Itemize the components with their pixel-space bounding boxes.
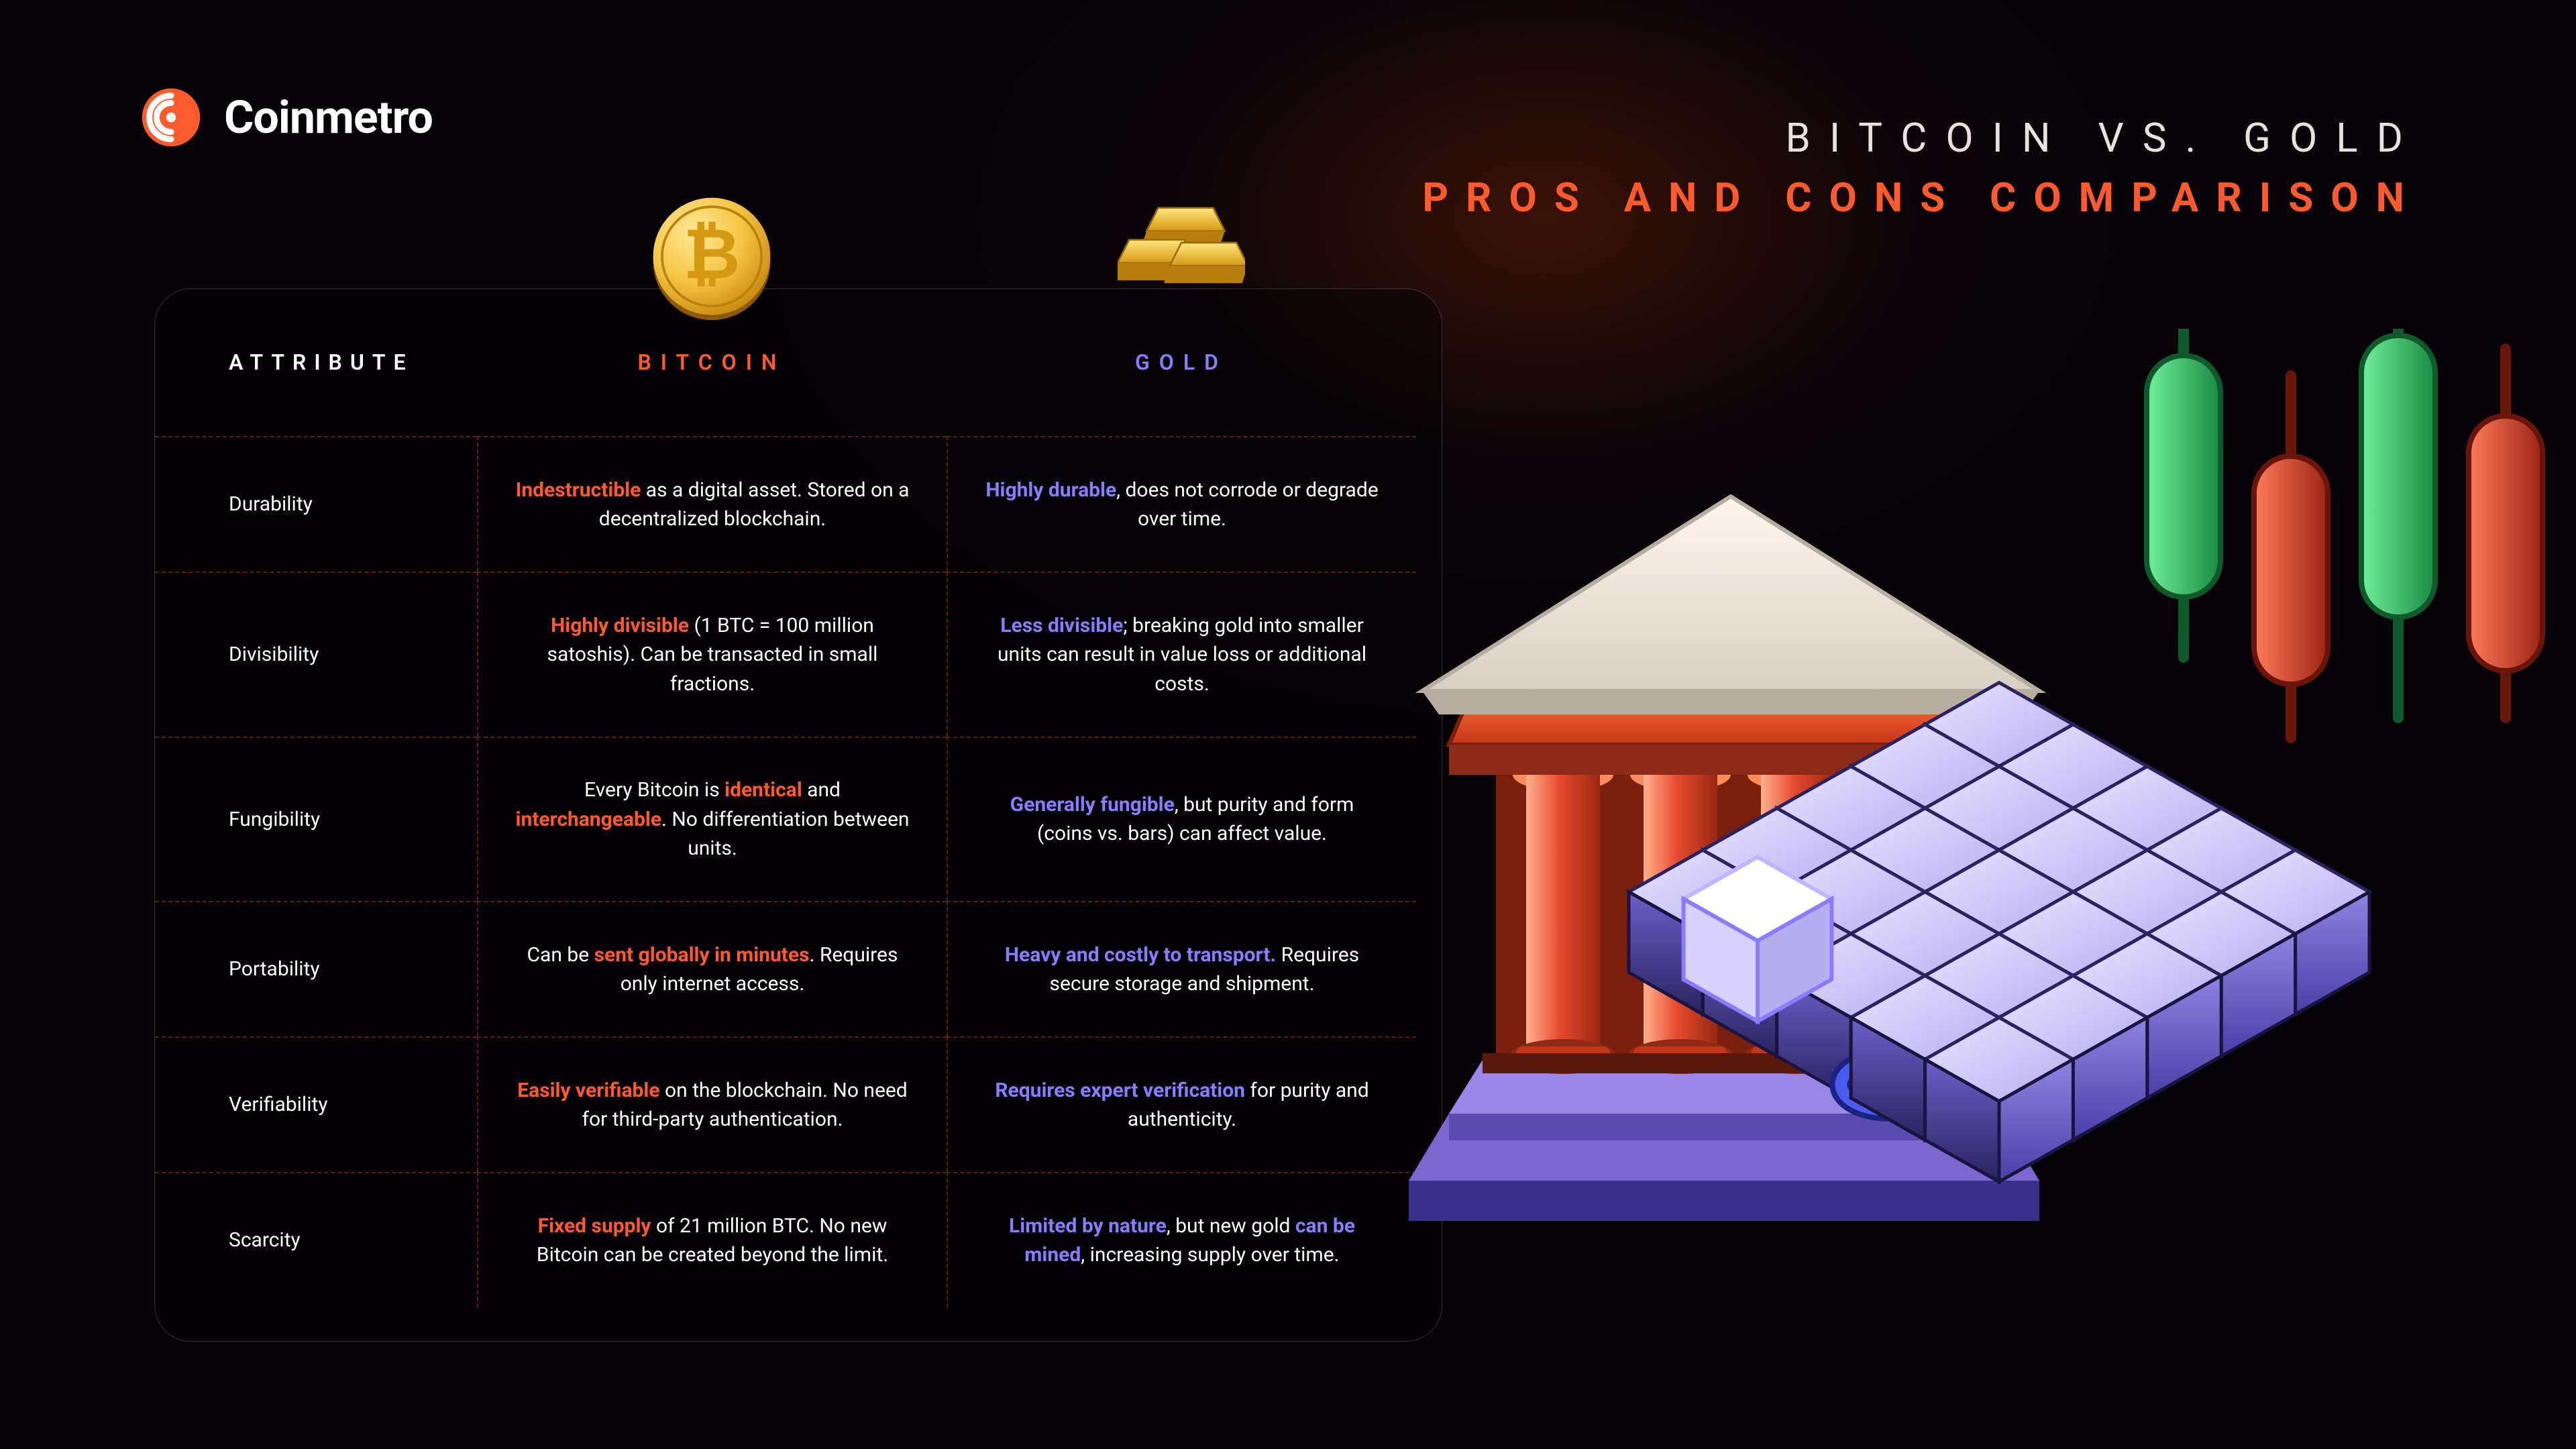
column-header-attribute: ATTRIBUTE — [155, 350, 477, 436]
bitcoin-cell: Indestructible as a digital asset. Store… — [477, 436, 947, 572]
attribute-cell: Divisibility — [155, 572, 477, 737]
comparison-card: ₿ ATTRIBUTE BITCOIN GOLD Durabilit — [154, 288, 1442, 1342]
hero-illustration — [1382, 329, 2549, 1389]
attribute-cell: Scarcity — [155, 1172, 477, 1307]
title-line-1: BITCOIN VS. GOLD — [1422, 114, 2422, 162]
bitcoin-cell: Every Bitcoin is identical and interchan… — [477, 737, 947, 902]
bitcoin-cell: Can be sent globally in minutes. Require… — [477, 901, 947, 1036]
title-line-2: PROS AND CONS COMPARISON — [1422, 174, 2422, 221]
page-title: BITCOIN VS. GOLD PROS AND CONS COMPARISO… — [1422, 114, 2422, 221]
brand-name: Coinmetro — [224, 91, 433, 144]
gold-cell: Limited by nature, but new gold can be m… — [947, 1172, 1416, 1307]
column-header-bitcoin: BITCOIN — [477, 350, 947, 436]
svg-text:₿: ₿ — [683, 215, 740, 294]
gold-cell: Requires expert verification for purity … — [947, 1036, 1416, 1172]
gold-cell: Less divisible; breaking gold into small… — [947, 572, 1416, 737]
comparison-table: ATTRIBUTE BITCOIN GOLD DurabilityIndestr… — [155, 350, 1442, 1307]
gold-cell: Generally fungible, but purity and form … — [947, 737, 1416, 902]
attribute-cell: Fungibility — [155, 737, 477, 902]
gold-cell: Highly durable, does not corrode or degr… — [947, 436, 1416, 572]
bitcoin-cell: Highly divisible (1 BTC = 100 million sa… — [477, 572, 947, 737]
bitcoin-cell: Fixed supply of 21 million BTC. No new B… — [477, 1172, 947, 1307]
bitcoin-coin-icon: ₿ — [648, 195, 775, 323]
column-header-gold: GOLD — [947, 350, 1416, 436]
attribute-cell: Durability — [155, 436, 477, 572]
gold-bars-icon — [1118, 195, 1245, 323]
attribute-cell: Verifiability — [155, 1036, 477, 1172]
bitcoin-cell: Easily verifiable on the blockchain. No … — [477, 1036, 947, 1172]
attribute-cell: Portability — [155, 901, 477, 1036]
gold-cell: Heavy and costly to transport. Requires … — [947, 901, 1416, 1036]
brand-logo: Coinmetro — [141, 87, 433, 148]
coinmetro-icon — [141, 87, 201, 148]
